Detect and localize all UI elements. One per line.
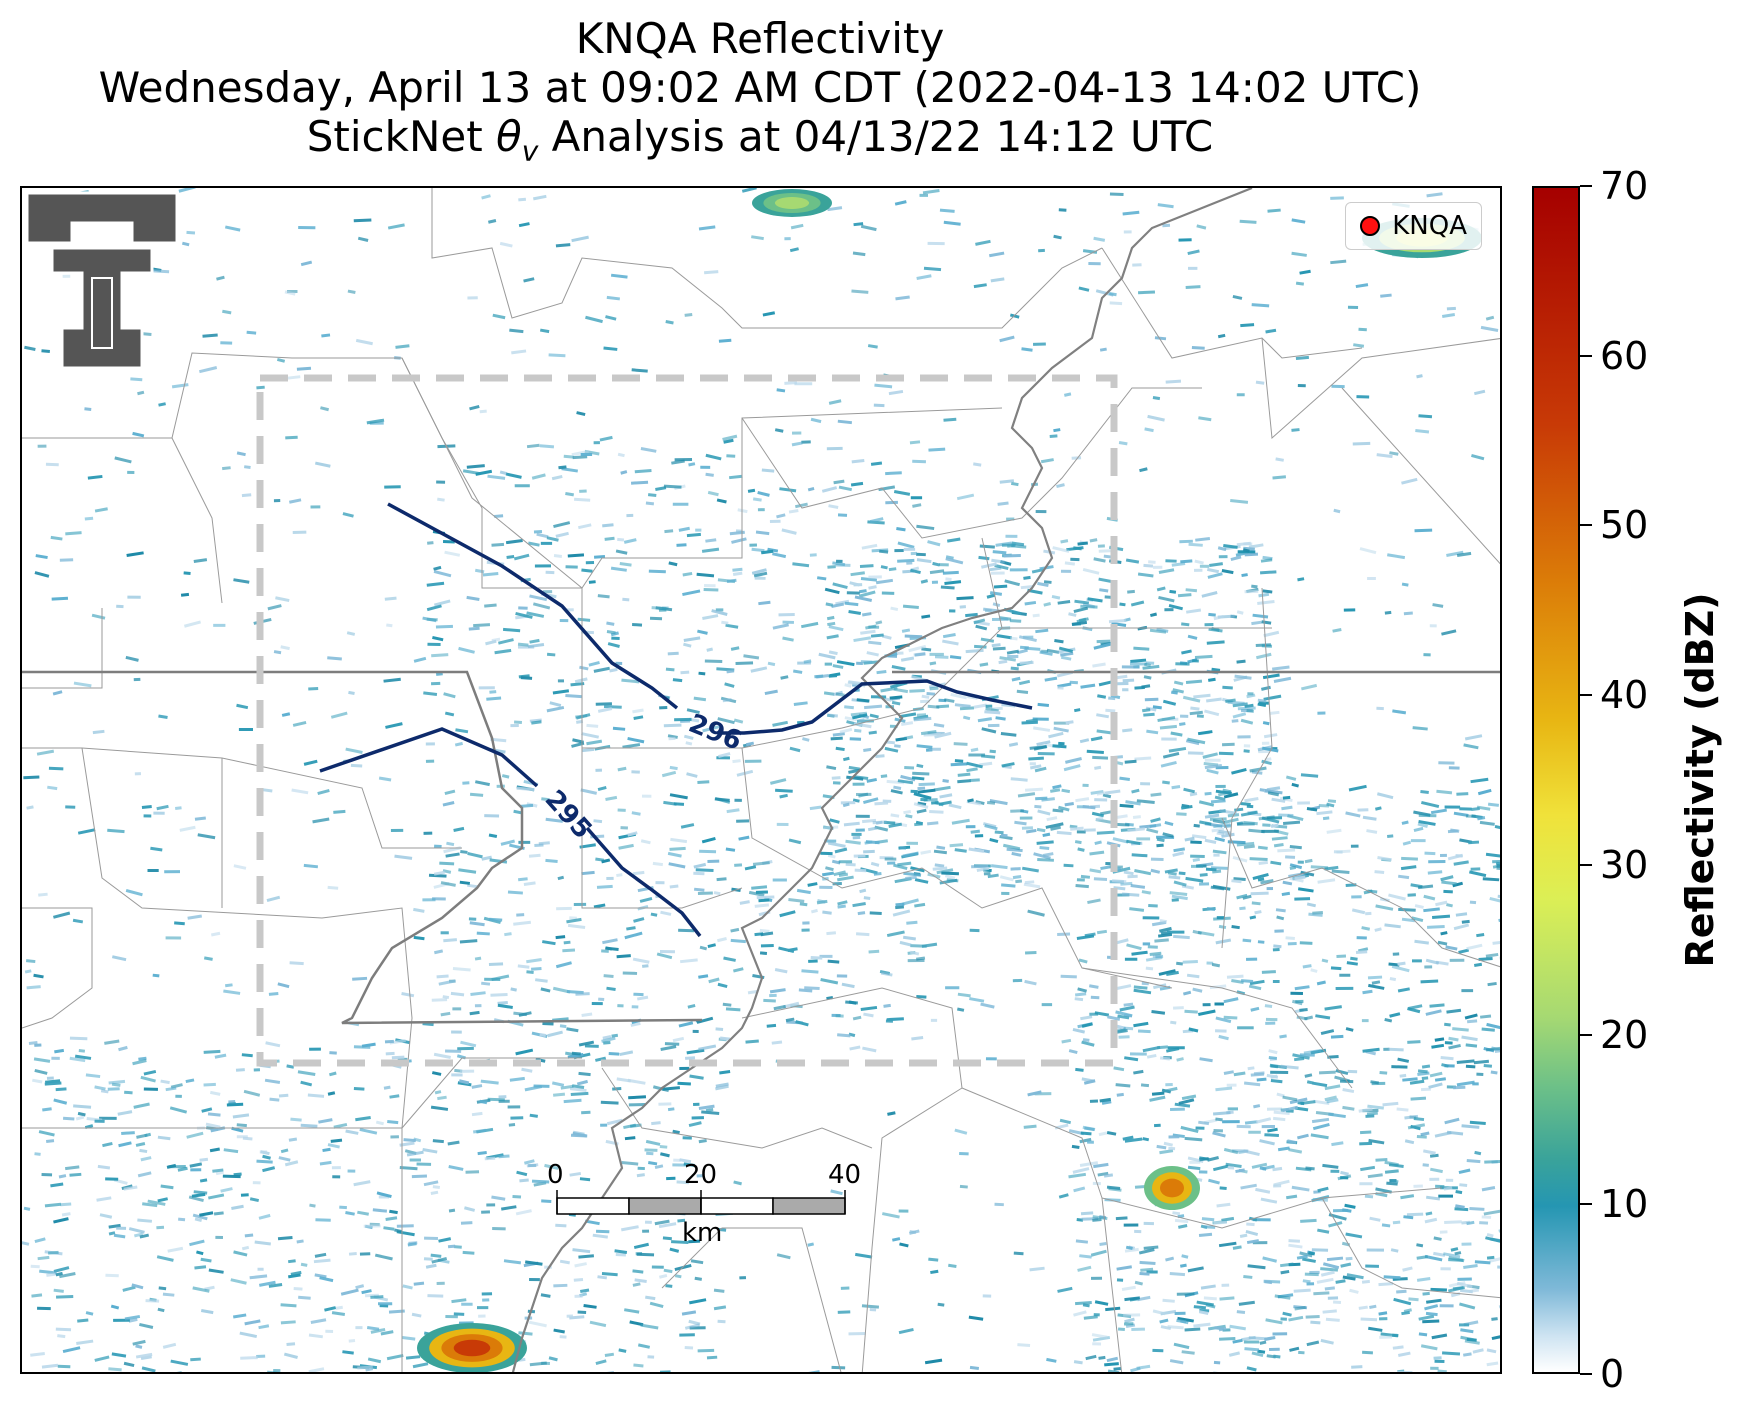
scale-unit: km [682, 1218, 723, 1248]
colorbar-tick-label: 70 [1600, 164, 1649, 208]
colorbar-tick-label: 40 [1600, 673, 1649, 718]
colorbar-tick-mark [1580, 524, 1592, 527]
analysis-domain-box [256, 374, 1118, 1067]
contour-295-line [319, 727, 702, 938]
contour-295-label: 295 [539, 785, 598, 845]
scale-tick-40: 40 [828, 1160, 862, 1190]
colorbar-tick-mark [1580, 185, 1592, 187]
radar-map-panel[interactable]: 296 295 0 20 40 km KNQA [20, 186, 1502, 1374]
theta-v-contours [319, 502, 1033, 938]
texas-tech-double-t-logo [25, 191, 179, 370]
scale-bar [556, 1190, 846, 1215]
colorbar-tick-mark [1580, 694, 1592, 697]
map-subtitle-time: Wednesday, April 13 at 09:02 AM CDT (202… [98, 63, 1422, 112]
colorbar-tick-label: 10 [1600, 1182, 1649, 1227]
map-legend: KNQA [1345, 202, 1482, 250]
reflectivity-colorbar [1532, 186, 1580, 1374]
colorbar-tick-mark [1580, 1373, 1592, 1375]
map-title: KNQA Reflectivity [575, 14, 945, 63]
colorbar-tick-label: 20 [1600, 1012, 1649, 1057]
contour-296-label: 296 [684, 709, 746, 757]
colorbar-tick-mark [1580, 354, 1592, 357]
map-canvas: 296 295 [22, 188, 1500, 1372]
colorbar-tick-label: 30 [1600, 842, 1649, 887]
scale-tick-0: 0 [547, 1160, 564, 1190]
colorbar-tick-mark [1580, 1203, 1592, 1206]
colorbar-tick-label: 60 [1600, 333, 1649, 378]
colorbar-tick-mark [1580, 863, 1592, 866]
colorbar-tick-label: 0 [1600, 1352, 1625, 1396]
map-subtitle-analysis: StickNet θv Analysis at 04/13/22 14:12 U… [306, 112, 1214, 168]
radar-echoes [22, 188, 1500, 1372]
radar-site-marker-icon [1360, 216, 1381, 236]
county-boundaries [22, 188, 1500, 1372]
state-boundaries [22, 670, 1500, 1025]
colorbar-tick-mark [1580, 1033, 1592, 1036]
contour-296-line [387, 502, 1033, 735]
river-boundary [511, 188, 1253, 1372]
colorbar-title: Reflectivity (dBZ) [1678, 592, 1722, 968]
scale-tick-20: 20 [684, 1160, 718, 1190]
legend-label: KNQA [1392, 211, 1467, 241]
colorbar-tick-label: 50 [1600, 503, 1649, 548]
